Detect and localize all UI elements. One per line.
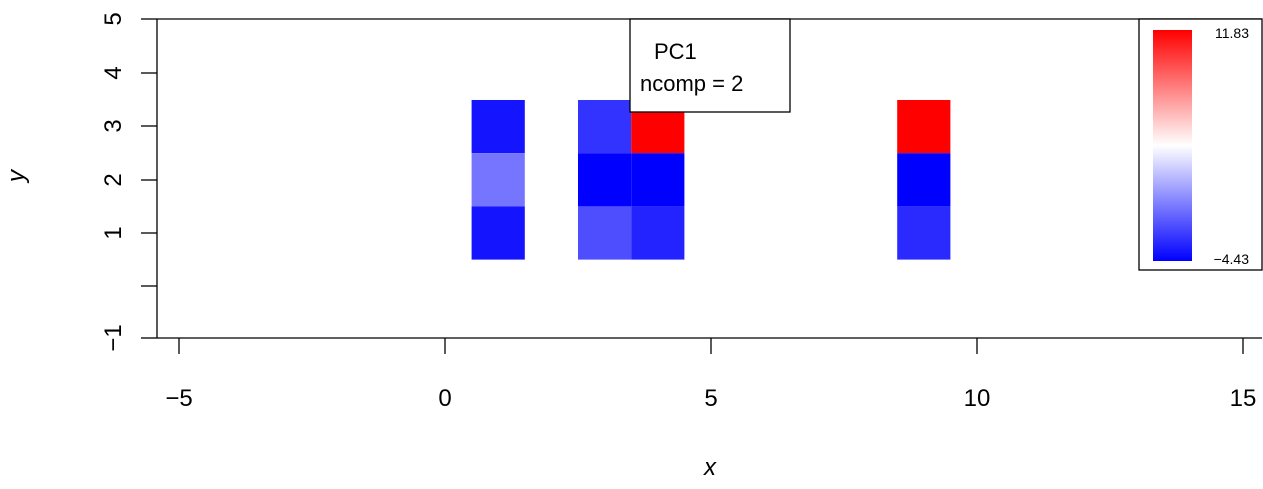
heatmap-cell-5 bbox=[578, 206, 632, 260]
x-tick-label-0: −5 bbox=[165, 385, 192, 412]
x-tick-label-2: 5 bbox=[704, 385, 717, 412]
heatmap-cell-1 bbox=[471, 153, 525, 207]
y-tick-label-3: 3 bbox=[100, 119, 127, 132]
y-axis-label: y bbox=[3, 168, 30, 184]
annotation-line-1: PC1 bbox=[654, 39, 697, 64]
colorbar-max-label: 11.83 bbox=[1215, 25, 1249, 41]
x-tick-label-3: 10 bbox=[964, 385, 991, 412]
heatmap-cell-4 bbox=[578, 153, 632, 207]
heatmap-cell-9 bbox=[897, 100, 951, 154]
annotation-box: PC1 ncomp = 2 bbox=[629, 18, 791, 113]
heatmap-cell-11 bbox=[897, 206, 951, 260]
annotation-line-2: ncomp = 2 bbox=[640, 71, 743, 96]
y-tick-label-1: 1 bbox=[100, 226, 127, 239]
y-tick-label-5: 5 bbox=[100, 12, 127, 25]
x-tick-label-4: 15 bbox=[1230, 385, 1257, 412]
annotation-border bbox=[629, 18, 791, 113]
y-tick-label-4: 4 bbox=[100, 66, 127, 79]
heatmap-cell-0 bbox=[471, 100, 525, 154]
heatmap-cell-2 bbox=[471, 206, 525, 260]
x-axis-ticks: −5 0 5 10 15 bbox=[165, 338, 1256, 412]
heatmap-cell-3 bbox=[578, 100, 632, 154]
heatmap-cell-10 bbox=[897, 153, 951, 207]
x-tick-label-1: 0 bbox=[438, 385, 451, 412]
y-tick-label-2: 2 bbox=[100, 173, 127, 186]
heatmap-cells bbox=[471, 100, 951, 260]
x-axis-label: x bbox=[703, 454, 717, 481]
colorbar-min-label: −4.43 bbox=[1214, 251, 1250, 267]
y-tick-label-0: −1 bbox=[100, 324, 127, 351]
colorbar-legend: 11.83 −4.43 bbox=[1138, 18, 1263, 271]
colorbar-gradient bbox=[1153, 30, 1192, 261]
heatmap-cell-7 bbox=[631, 153, 685, 207]
y-axis-ticks: −1 1 2 3 4 5 bbox=[100, 12, 157, 352]
heatmap-cell-8 bbox=[631, 206, 685, 260]
